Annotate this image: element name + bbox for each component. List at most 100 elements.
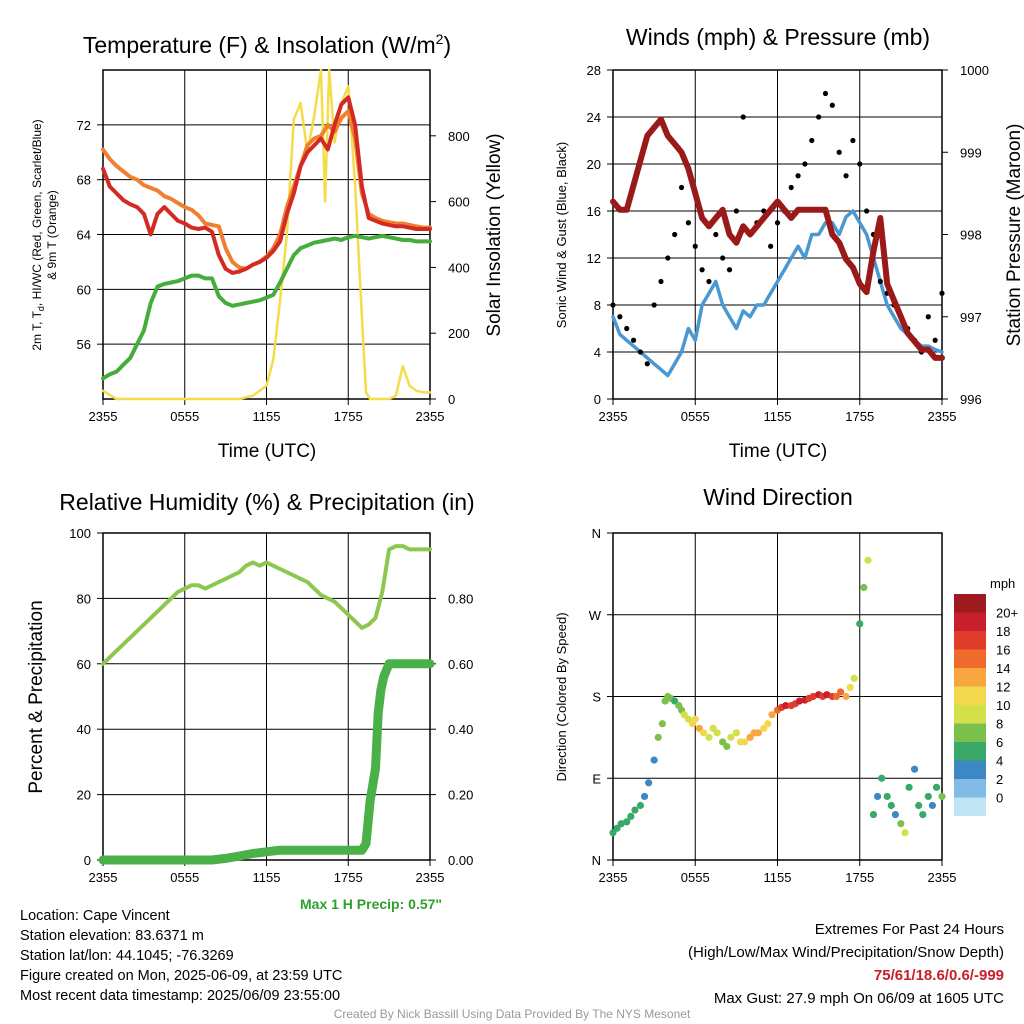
y-tick-label: 72: [77, 118, 91, 133]
y2-tick-label: 996: [960, 392, 982, 407]
legend-swatch: [954, 779, 986, 798]
legend-swatch: [954, 594, 986, 613]
gust-point: [617, 314, 623, 320]
x-tick-label: 1155: [253, 409, 281, 424]
pressure-line: [610, 116, 945, 361]
figure-created: Figure created on Mon, 2025-06-09, at 23…: [20, 968, 343, 984]
direction-point: [658, 720, 666, 728]
y-tick-label: W: [589, 608, 602, 623]
legend-swatch: [954, 705, 986, 724]
panel-1: 2355 0555 1155 1755 2355 56 60 64 68 72 0 200 400 600…: [30, 31, 505, 462]
direction-point: [650, 756, 658, 764]
y-tick-label: 100: [69, 526, 91, 541]
direction-point: [887, 801, 895, 810]
direction-point: [897, 820, 905, 828]
x-tick-label: 2355: [928, 409, 957, 424]
x-tick-label: 2355: [928, 870, 957, 885]
y2-tick-label: 400: [448, 260, 470, 275]
gust-point: [685, 220, 691, 226]
direction-point: [723, 742, 731, 751]
legend-swatch: [954, 649, 986, 668]
legend-label: 4: [996, 754, 1003, 769]
gust-point: [665, 255, 671, 261]
x-tick-label: 2355: [416, 409, 445, 424]
y-axis-label: 2m T, Td, HI/WC (Red, Green, Scarlet/Blu…: [30, 119, 46, 350]
y-tick-label: 0: [594, 392, 601, 407]
y-tick-label: 64: [77, 228, 91, 243]
gust-point: [624, 325, 630, 332]
direction-point: [754, 729, 762, 737]
y2-tick-label: 999: [960, 145, 982, 160]
x-axis-label: Time (UTC): [729, 441, 828, 462]
extremes-block: Extremes For Past 24 Hours (High/Low/Max…: [688, 918, 1004, 1010]
direction-point: [901, 829, 909, 837]
x-tick-label: 0555: [681, 409, 710, 424]
y2-tick-label: 1000: [960, 63, 989, 78]
legend-title: mph: [990, 576, 1015, 591]
y-axis-label: Direction (Colored By Speed): [554, 612, 569, 781]
direction-point: [842, 692, 850, 701]
gust-point: [932, 337, 938, 343]
direction-point: [823, 691, 831, 699]
temp-2m-line: [101, 95, 432, 275]
legend-label: 16: [996, 643, 1010, 658]
direction-point: [645, 779, 653, 787]
direction-point: [699, 729, 708, 737]
gust-point: [857, 161, 863, 167]
direction-point: [705, 733, 713, 741]
x-tick-label: 2355: [599, 409, 628, 424]
x-tick-label: 0555: [681, 870, 710, 885]
y-tick-label: 20: [587, 157, 601, 172]
direction-point: [732, 729, 740, 737]
direction-point: [924, 792, 932, 801]
gust-point: [740, 114, 746, 120]
y2-tick-label: 600: [448, 195, 470, 210]
direction-point: [905, 783, 913, 791]
x-tick-label: 2355: [89, 870, 118, 885]
y-tick-label: 12: [587, 251, 601, 266]
legend-swatch: [954, 631, 986, 650]
y-axis-label-sub: d: [36, 306, 46, 311]
y2-tick-label: 800: [448, 129, 470, 144]
direction-point: [860, 583, 868, 592]
y-tick-label: 8: [594, 298, 601, 313]
x-tick-label: 1755: [845, 870, 874, 885]
direction-point: [623, 818, 631, 826]
legend-swatch: [954, 797, 986, 816]
x-tick-label: 2355: [416, 870, 445, 885]
gust-point: [733, 208, 739, 214]
x-tick-label: 1155: [764, 870, 792, 885]
legend-swatch: [954, 723, 986, 742]
direction-point: [768, 711, 776, 719]
y-tick-label: 68: [77, 173, 91, 188]
direction-point: [727, 733, 735, 741]
panel-title-end: ): [443, 32, 451, 58]
panel-title: Winds (mph) & Pressure (mb): [626, 24, 930, 50]
y-tick-label: N: [592, 853, 601, 868]
y2-tick-label: 200: [448, 326, 470, 341]
y2-axis-label: Station Pressure (Maroon): [1004, 124, 1024, 347]
direction-point: [846, 683, 854, 692]
legend-label: 18: [996, 624, 1010, 639]
station-elevation: Station elevation: 83.6371 m: [20, 928, 204, 944]
y-tick-label: 40: [77, 722, 91, 737]
y-tick-label: 0: [84, 853, 91, 868]
gust-point: [795, 173, 801, 179]
legend-swatch: [954, 612, 986, 631]
y2-axis-label: Solar Insolation (Yellow): [484, 133, 505, 336]
gust-point: [829, 102, 835, 108]
direction-point: [919, 810, 927, 819]
recent-timestamp: Most recent data timestamp: 2025/06/09 2…: [20, 988, 341, 1004]
direction-point: [654, 733, 662, 741]
y-tick-label: 60: [77, 282, 91, 297]
y-tick-label: 56: [77, 337, 91, 352]
direction-point: [764, 720, 772, 728]
credit-line: Created By Nick Bassill Using Data Provi…: [333, 1007, 691, 1021]
wind-speed-line: [611, 209, 944, 378]
gust-point: [802, 161, 808, 167]
extremes-values: 75/61/18.6/0.6/-999: [873, 967, 1004, 984]
gust-point: [774, 220, 781, 226]
y-axis-label-a: 2m T, T: [30, 310, 44, 350]
direction-point: [713, 729, 721, 737]
